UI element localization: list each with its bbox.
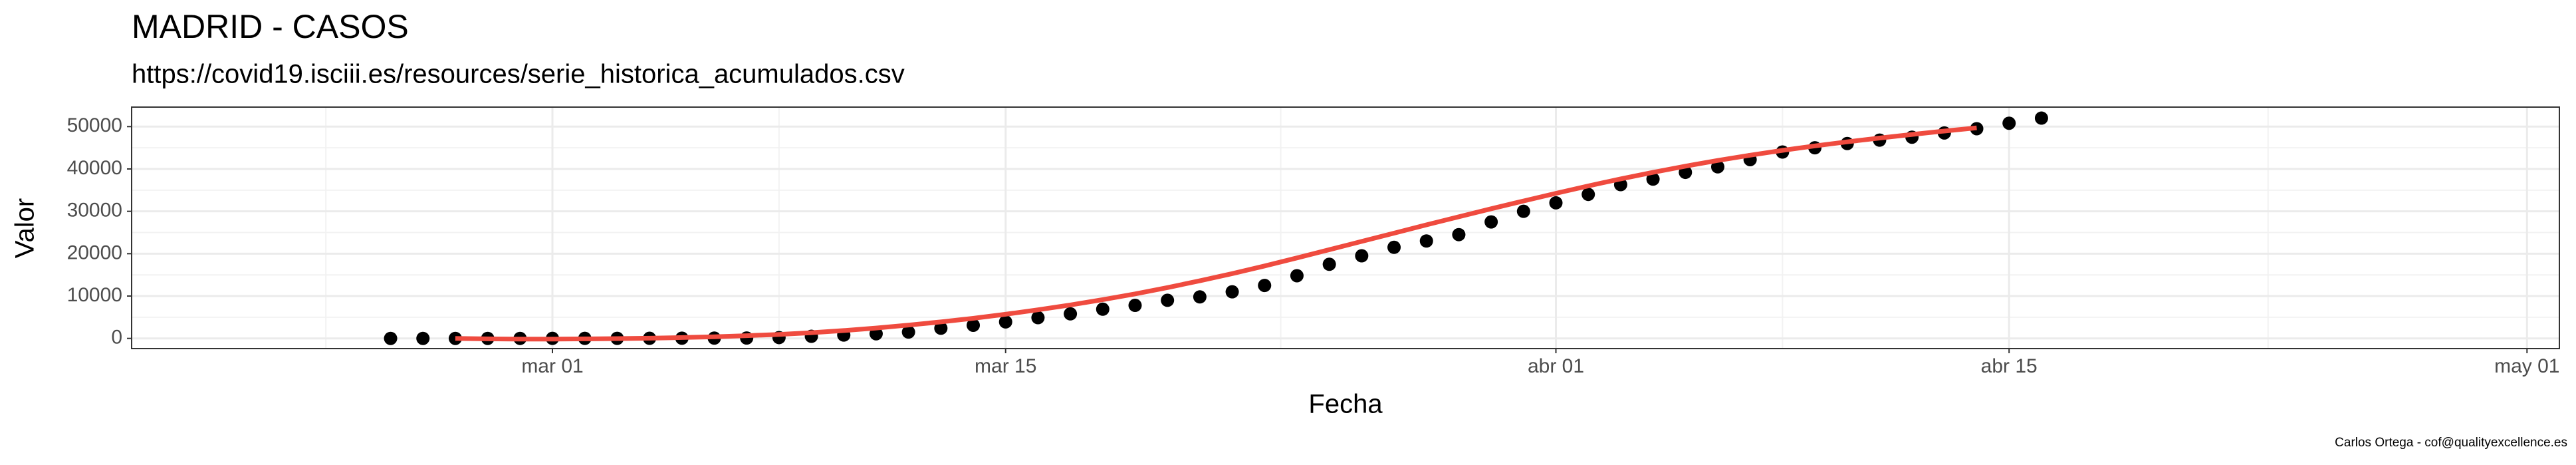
data-point: [1452, 228, 1466, 241]
data-point: [934, 321, 948, 335]
data-point: [416, 331, 430, 345]
data-point: [1258, 279, 1272, 293]
x-axis-title: Fecha: [1308, 390, 1383, 419]
data-point: [1484, 215, 1498, 229]
data-point: [1225, 285, 1239, 299]
data-point: [1322, 257, 1336, 271]
plot-background: [132, 107, 2559, 349]
data-point: [1031, 311, 1045, 325]
y-tick-label: 40000: [67, 157, 122, 179]
x-tick-label: mar 01: [521, 355, 583, 377]
data-point: [1549, 196, 1563, 210]
chart-title: MADRID - CASOS: [132, 8, 409, 45]
chart-subtitle: https://covid19.isciii.es/resources/seri…: [132, 60, 905, 89]
data-point: [998, 315, 1012, 329]
y-axis-title: Valor: [11, 198, 40, 258]
x-tick-label: abr 01: [1528, 355, 1584, 377]
caption: Carlos Ortega - cof@qualityexcellence.es: [2335, 436, 2567, 450]
data-point: [1355, 249, 1369, 263]
data-point: [901, 325, 915, 339]
plot-border: [131, 106, 2560, 349]
data-point: [1128, 299, 1142, 313]
data-point: [2002, 116, 2016, 130]
data-point: [384, 331, 398, 345]
y-tick-label: 20000: [67, 241, 122, 263]
data-point: [2034, 111, 2048, 125]
data-point: [1516, 204, 1530, 218]
data-point: [1387, 240, 1401, 254]
x-tick-label: mar 15: [975, 355, 1036, 377]
data-point: [1646, 172, 1660, 186]
y-tick-label: 30000: [67, 200, 122, 222]
data-point: [1193, 290, 1207, 304]
data-point: [1161, 293, 1175, 307]
data-point: [1064, 307, 1078, 321]
data-point: [967, 318, 981, 332]
data-point: [1710, 160, 1724, 174]
data-point: [1096, 302, 1110, 316]
data-point: [1419, 234, 1433, 248]
y-tick-label: 50000: [67, 114, 122, 136]
y-tick-label: 10000: [67, 284, 122, 306]
x-tick-label: abr 15: [1981, 355, 2038, 377]
x-tick-label: may 01: [2494, 355, 2559, 377]
data-point: [1290, 269, 1304, 283]
data-point: [1581, 188, 1595, 202]
fit-line: [455, 125, 1977, 342]
y-tick-label: 0: [111, 327, 122, 349]
